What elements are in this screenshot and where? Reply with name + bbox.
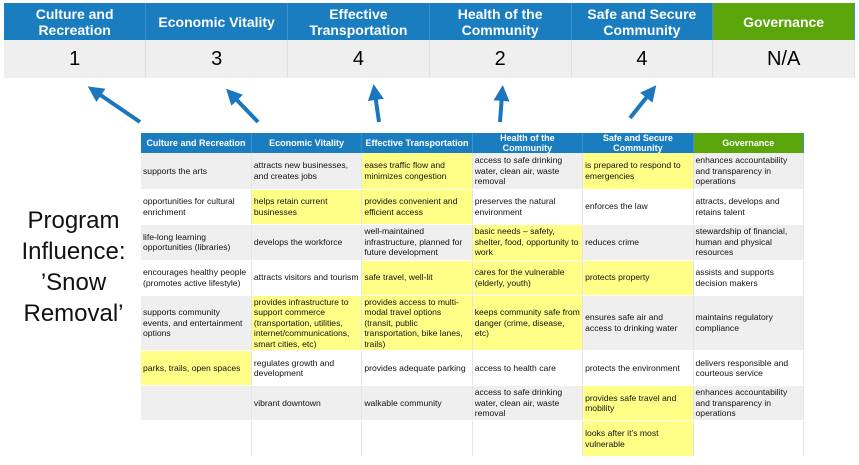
highlighted-cell: provides safe travel and mobility [582,385,694,421]
matrix-cell: enhances accountability and transparency… [693,153,805,190]
matrix-cell: enhances accountability and transparency… [693,385,805,421]
matrix-cell: well-maintained infrastructure, planned … [361,224,473,261]
highlighted-cell: looks after it’s most vulnerable [582,420,694,457]
summary-score: 1 [4,40,147,78]
matrix-cell: access to health care [472,350,584,386]
matrix-cell [141,385,252,421]
matrix-cell: protects the environment [582,350,694,386]
highlighted-cell: provides infrastructure to support comme… [251,295,363,351]
matrix-header: Governance [693,133,805,153]
summary-score: 2 [429,40,572,78]
summary-score: N/A [712,40,855,78]
matrix-row: life-long learning opportunities (librar… [141,224,805,261]
highlighted-cell: protects property [582,260,694,296]
matrix-row: supports the arts attracts new businesses… [141,153,805,190]
summary-header: Culture and Recreation [4,3,147,40]
matrix-cell: enforces the law [582,189,694,225]
matrix-header: Effective Transportation [361,133,473,153]
summary-header: Safe and Secure Community [571,3,714,40]
matrix-cell: supports the arts [141,153,252,190]
matrix-cell: assists and supports decision makers [693,260,805,296]
matrix-header: Health of the Community [472,133,584,153]
matrix-cell: regulates growth and development [251,350,363,386]
matrix-cell [472,420,584,457]
matrix-cell: preserves the natural environment [472,189,584,225]
arrow-icon [493,85,510,123]
summary-score: 4 [287,40,430,78]
summary-header: Economic Vitality [145,3,288,40]
matrix-cell: attracts new businesses, and creates job… [251,153,363,190]
matrix-row: opportunities for cultural enrichment hel… [141,189,805,225]
matrix-cell: reduces crime [582,224,694,261]
summary-score: 4 [571,40,714,78]
matrix-cell: life-long learning opportunities (librar… [141,224,252,261]
program-influence-label: Program Influence: ’Snow Removal’ [21,207,126,327]
matrix-row: encourages healthy people (promotes acti… [141,260,805,296]
arrow-icon [367,84,384,123]
highlighted-cell: provides convenient and efficient access [361,189,473,225]
matrix-cell [141,420,252,457]
matrix-header: Safe and Secure Community [582,133,694,153]
summary-header: Health of the Community [429,3,572,40]
matrix-cell: provides adequate parking [361,350,473,386]
score-summary-table: Culture and Recreation Economic Vitality E… [4,3,855,78]
matrix-cell: ensures safe air and access to drinking … [582,295,694,351]
highlighted-cell: provides access to multi-modal travel op… [361,295,473,351]
matrix-cell: delivers responsible and courteous servi… [693,350,805,386]
matrix-cell: maintains regulatory compliance [693,295,805,351]
highlighted-cell: helps retain current businesses [251,189,363,225]
matrix-row: looks after it’s most vulnerable [141,420,805,457]
highlighted-cell: eases traffic flow and minimizes congest… [361,153,473,190]
highlighted-cell: basic needs – safety, shelter, food, opp… [472,224,584,261]
matrix-row: supports community events, and entertain… [141,295,805,351]
matrix-cell: encourages healthy people (promotes acti… [141,260,252,296]
summary-header: Effective Transportation [287,3,430,40]
influence-matrix: Culture and Recreation Economic Vitality E… [141,133,805,457]
matrix-cell: access to safe drinking water, clean air… [472,385,584,421]
summary-score: 3 [145,40,288,78]
highlighted-cell: is prepared to respond to emergencies [582,153,694,190]
matrix-cell: vibrant downtown [251,385,363,421]
matrix-cell: walkable community [361,385,473,421]
matrix-cell: develops the workforce [251,224,363,261]
highlighted-cell: parks, trails, open spaces [141,350,252,386]
matrix-row: parks, trails, open spaces regulates grow… [141,350,805,386]
matrix-cell: supports community events, and entertain… [141,295,252,351]
matrix-cell: attracts, develops and retains talent [693,189,805,225]
matrix-cell: stewardship of financial, human and phys… [693,224,805,261]
highlighted-cell: keeps community safe from danger (crime,… [472,295,584,351]
matrix-row: vibrant downtown walkable community access… [141,385,805,421]
matrix-header: Culture and Recreation [141,133,252,153]
arrow-icon [87,86,142,124]
highlighted-cell: cares for the vulnerable (elderly, youth… [472,260,584,296]
matrix-cell: attracts visitors and tourism [251,260,363,296]
highlighted-cell: safe travel, well-lit [361,260,473,296]
matrix-cell [251,420,363,457]
matrix-cell [693,420,805,457]
matrix-cell [361,420,473,457]
arrow-icon [226,88,260,124]
arrow-icon [628,85,657,120]
matrix-cell: access to safe drinking water, clean air… [472,153,584,190]
matrix-cell: opportunities for cultural enrichment [141,189,252,225]
matrix-header: Economic Vitality [251,133,363,153]
summary-header: Governance [712,3,855,40]
